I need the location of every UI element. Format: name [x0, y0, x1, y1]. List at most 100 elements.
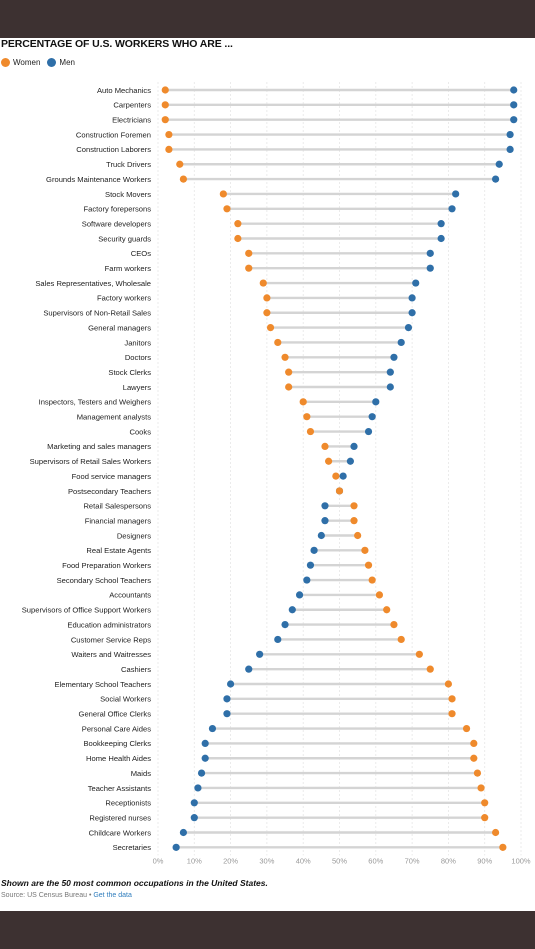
- men-point: [256, 650, 264, 658]
- women-point: [161, 116, 169, 124]
- category-label: Accountants: [109, 591, 151, 600]
- category-label: Secondary School Teachers: [57, 576, 152, 585]
- men-point: [437, 220, 445, 228]
- men-point: [510, 116, 518, 124]
- legend: Women Men: [1, 58, 82, 67]
- category-label: Truck Drivers: [106, 160, 151, 169]
- men-point: [491, 175, 500, 183]
- women-point: [245, 264, 253, 272]
- category-label: Software developers: [82, 219, 151, 228]
- category-label: Retail Salespersons: [83, 502, 151, 511]
- men-point: [197, 769, 206, 777]
- category-label: Lawyers: [123, 383, 151, 392]
- legend-item-women: Women: [1, 58, 40, 67]
- category-label: Construction Foremen: [76, 130, 151, 139]
- category-label: Sales Representatives, Wholesale: [35, 279, 151, 288]
- men-point: [306, 561, 315, 569]
- women-point: [448, 710, 456, 718]
- category-label: Security guards: [98, 234, 151, 243]
- women-point: [285, 368, 293, 376]
- women-point: [361, 546, 369, 554]
- men-point: [448, 205, 456, 213]
- category-label: Farm workers: [105, 264, 152, 273]
- men-point: [412, 279, 420, 287]
- women-point: [368, 576, 376, 584]
- category-label: Supervisors of Office Support Workers: [22, 606, 151, 615]
- category-label: Waiters and Waitresses: [71, 650, 151, 659]
- men-point: [510, 101, 518, 109]
- source-line: Source: US Census Bureau • Get the data: [1, 892, 132, 899]
- category-label: Stock Clerks: [108, 368, 151, 377]
- women-point: [332, 472, 340, 480]
- category-label: General managers: [88, 323, 151, 332]
- category-label: Construction Laborers: [76, 145, 151, 154]
- men-point: [295, 591, 304, 599]
- category-label: Postsecondary Teachers: [68, 487, 151, 496]
- x-tick-label: 60%: [368, 856, 383, 865]
- women-point: [390, 621, 398, 629]
- men-point: [364, 427, 373, 436]
- men-point: [321, 502, 329, 510]
- category-label: Factory forepersons: [83, 205, 151, 214]
- category-label: Inspectors, Testers and Weighers: [39, 398, 152, 407]
- legend-label-women: Women: [13, 58, 41, 67]
- women-point: [165, 130, 173, 139]
- category-label: Secretaries: [113, 843, 152, 852]
- women-point: [263, 309, 271, 317]
- women-point: [274, 338, 282, 347]
- category-label: Maids: [131, 769, 151, 778]
- category-label: Receptionists: [105, 799, 151, 808]
- category-label: Real Estate Agents: [86, 546, 151, 555]
- bottom-band: [0, 911, 535, 949]
- women-swatch: [1, 58, 10, 67]
- category-label: Carpenters: [113, 101, 151, 110]
- women-point: [375, 591, 384, 599]
- men-point: [390, 353, 398, 361]
- men-point: [386, 368, 394, 376]
- men-point: [321, 517, 329, 525]
- women-point: [350, 517, 358, 525]
- women-point: [165, 145, 173, 153]
- women-point: [303, 413, 311, 421]
- category-label: Supervisors of Retail Sales Workers: [30, 457, 152, 466]
- men-point: [201, 739, 209, 748]
- men-point: [408, 294, 416, 302]
- men-point: [274, 635, 282, 644]
- category-label: Education administrators: [67, 620, 151, 629]
- men-point: [208, 724, 217, 733]
- men-point: [437, 234, 445, 243]
- category-label: Teacher Assistants: [88, 784, 152, 793]
- women-point: [364, 561, 373, 569]
- women-point: [285, 383, 293, 391]
- men-point: [506, 145, 514, 153]
- chart-title: PERCENTAGE OF U.S. WORKERS WHO ARE ...: [1, 38, 233, 50]
- women-point: [176, 160, 184, 168]
- women-point: [161, 86, 169, 94]
- men-point: [368, 413, 376, 421]
- category-label: Marketing and sales managers: [47, 442, 151, 451]
- women-point: [223, 205, 231, 213]
- women-point: [473, 769, 482, 777]
- women-point: [234, 234, 242, 243]
- women-point: [462, 724, 471, 733]
- category-label: Bookkeeping Clerks: [83, 739, 151, 748]
- x-tick-label: 40%: [296, 856, 311, 865]
- women-point: [444, 680, 452, 688]
- women-point: [179, 175, 188, 183]
- men-point: [426, 249, 434, 257]
- top-band: [0, 0, 535, 38]
- source-separator: •: [87, 892, 94, 899]
- x-tick-label: 20%: [223, 856, 238, 865]
- women-point: [259, 279, 267, 287]
- get-the-data-link[interactable]: Get the data: [93, 892, 132, 899]
- category-label: Registered nurses: [89, 813, 151, 822]
- women-point: [477, 784, 485, 792]
- category-label: Elementary School Teachers: [54, 680, 151, 689]
- men-point: [179, 828, 188, 837]
- men-point: [227, 680, 235, 688]
- men-point: [201, 754, 209, 762]
- category-label: Financial managers: [85, 516, 151, 525]
- x-tick-label: 80%: [441, 856, 456, 865]
- x-tick-label: 90%: [477, 856, 492, 865]
- category-label: Auto Mechanics: [97, 86, 151, 95]
